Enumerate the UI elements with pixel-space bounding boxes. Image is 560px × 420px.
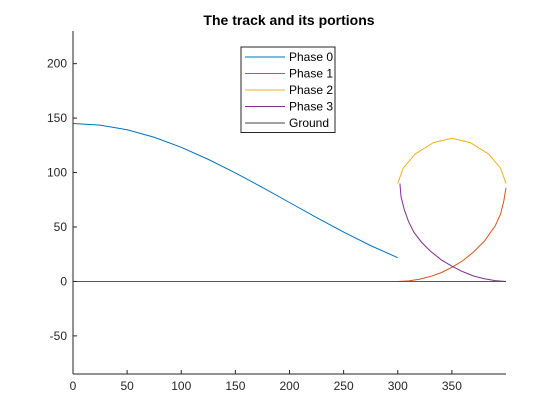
legend-label-0: Phase 0	[289, 50, 333, 64]
x-tick-label-5: 250	[334, 379, 354, 393]
y-tick-label-0: -50	[50, 329, 68, 343]
y-tick-label-3: 100	[47, 166, 67, 180]
series-line-2	[397, 137, 507, 184]
x-tick-label-4: 200	[279, 379, 299, 393]
legend-label-2: Phase 2	[289, 83, 333, 97]
series-line-1	[397, 187, 507, 282]
y-tick-label-1: 0	[60, 274, 67, 288]
legend-label-4: Ground	[289, 116, 329, 130]
series-line-3	[399, 183, 507, 282]
legend-label-1: Phase 1	[289, 67, 333, 81]
x-tick-label-0: 0	[70, 379, 77, 393]
y-tick-label-4: 150	[47, 111, 67, 125]
legend: Phase 0 Phase 1 Phase 2 Phase 3 Ground	[240, 46, 336, 133]
y-tick-label-5: 200	[47, 57, 67, 71]
y-tick-label-2: 50	[54, 220, 68, 234]
x-tick-label-2: 100	[171, 379, 191, 393]
x-tick-label-1: 50	[120, 379, 134, 393]
legend-label-3: Phase 3	[289, 100, 333, 114]
series-layer	[72, 123, 507, 282]
x-tick-label-3: 150	[225, 379, 245, 393]
x-tick-label-6: 300	[388, 379, 408, 393]
chart-title: The track and its portions	[203, 12, 374, 28]
series-line-0	[72, 123, 398, 259]
axes-layer: 0 50 100 150 200 250 300 350 -50 0 50 100 150 200	[47, 31, 506, 393]
x-tick-label-7: 350	[442, 379, 462, 393]
